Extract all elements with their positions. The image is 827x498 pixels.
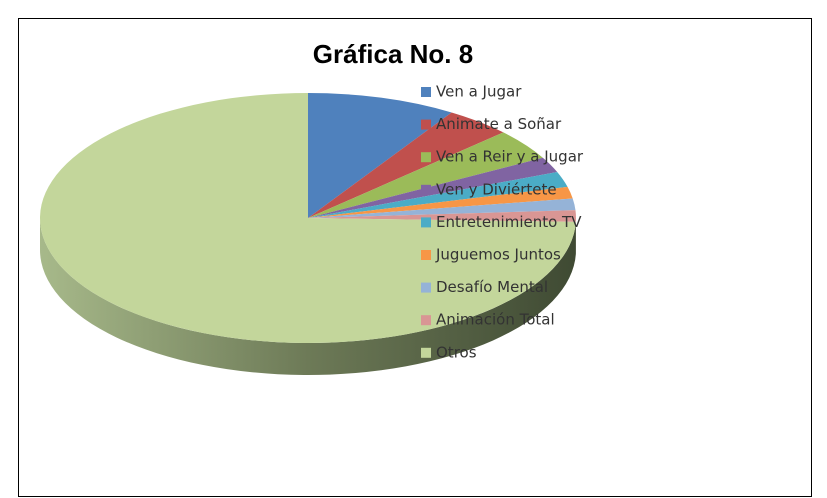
legend-swatch [421,347,431,358]
legend-label: Ven a Jugar [436,83,522,101]
slice [308,112,504,218]
legend-swatch [421,315,431,326]
slice [308,93,452,218]
legend-label: Animate a Soñar [436,115,562,133]
slice [308,210,576,222]
slice-side [40,218,576,375]
legend-label: Entretenimiento TV [436,213,582,231]
legend-swatch [421,184,431,195]
legend-swatch [421,119,431,130]
slice [308,186,573,218]
slice [308,198,576,218]
legend-label: Ven a Reir y a Jugar [436,148,584,166]
slice [308,171,568,218]
legend-swatch [421,87,431,97]
legend-swatch [421,152,431,163]
legend-label: Desafío Mental [436,278,548,296]
legend-swatch [421,217,431,228]
legend-label: Otros [436,343,477,361]
slice [39,93,576,343]
slice [308,157,558,218]
slice [308,132,543,218]
legend-label: Ven y Diviértete [436,180,557,198]
legend: Ven a Jugar Animate a Soñar Ven a Reir y a… [421,83,584,361]
legend-swatch [421,250,431,260]
chart-title: Gráfica No. 8 [313,39,473,69]
legend-label: Juguemos Juntos [435,246,561,264]
legend-label: Animación Total [436,311,555,329]
legend-swatch [421,282,431,293]
pie [39,93,576,375]
